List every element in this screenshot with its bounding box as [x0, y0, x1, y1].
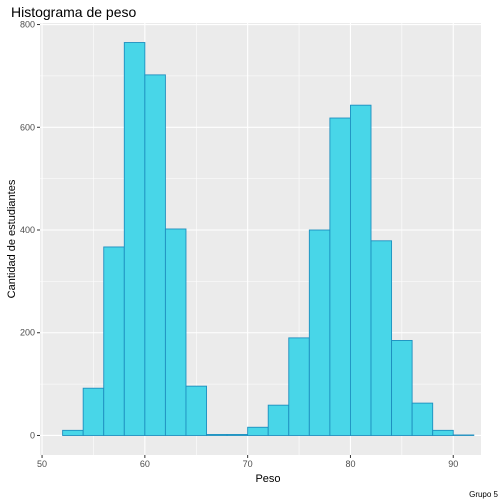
histogram-bar: [164, 228, 187, 436]
histogram-bar: [82, 387, 105, 436]
x-tick-label: 70: [243, 459, 253, 469]
histogram-bars: [62, 42, 475, 436]
histogram-bar: [432, 429, 454, 436]
histogram-bar: [391, 340, 413, 436]
y-tick-label: 600: [20, 122, 35, 132]
y-tick-label: 200: [20, 328, 35, 338]
histogram-bar: [349, 104, 372, 436]
histogram-bar: [247, 426, 269, 436]
y-tick-label: 800: [20, 20, 35, 30]
y-axis-ticks: 0 200 400 600 800: [20, 20, 40, 440]
x-tick-label: 90: [448, 459, 458, 469]
histogram-bar: [411, 402, 434, 436]
y-tick-label: 0: [30, 430, 35, 440]
y-tick-label: 400: [20, 225, 35, 235]
x-tick-label: 50: [37, 459, 47, 469]
histogram-bar: [308, 229, 331, 436]
chart-caption: Grupo 5: [469, 490, 498, 499]
histogram-bar: [123, 42, 146, 436]
histogram-bar: [62, 429, 84, 436]
histogram-bar: [226, 434, 249, 436]
histogram-bar: [288, 337, 310, 436]
histogram-bar: [206, 434, 228, 436]
x-tick-label: 60: [140, 459, 150, 469]
x-axis-title: Peso: [255, 473, 280, 485]
x-axis-ticks: 50 60 70 80 90: [37, 455, 458, 469]
histogram-bar: [370, 240, 393, 436]
y-axis-title: Cantidad de estudiantes: [6, 179, 18, 298]
histogram-bar: [185, 385, 207, 436]
x-tick-label: 80: [345, 459, 355, 469]
histogram-bar: [329, 117, 351, 436]
histogram-bar: [103, 246, 125, 436]
histogram-bar: [267, 404, 290, 436]
histogram-bar: [144, 74, 166, 436]
histogram-bar: [452, 434, 475, 436]
chart-title: Histograma de peso: [11, 4, 137, 20]
